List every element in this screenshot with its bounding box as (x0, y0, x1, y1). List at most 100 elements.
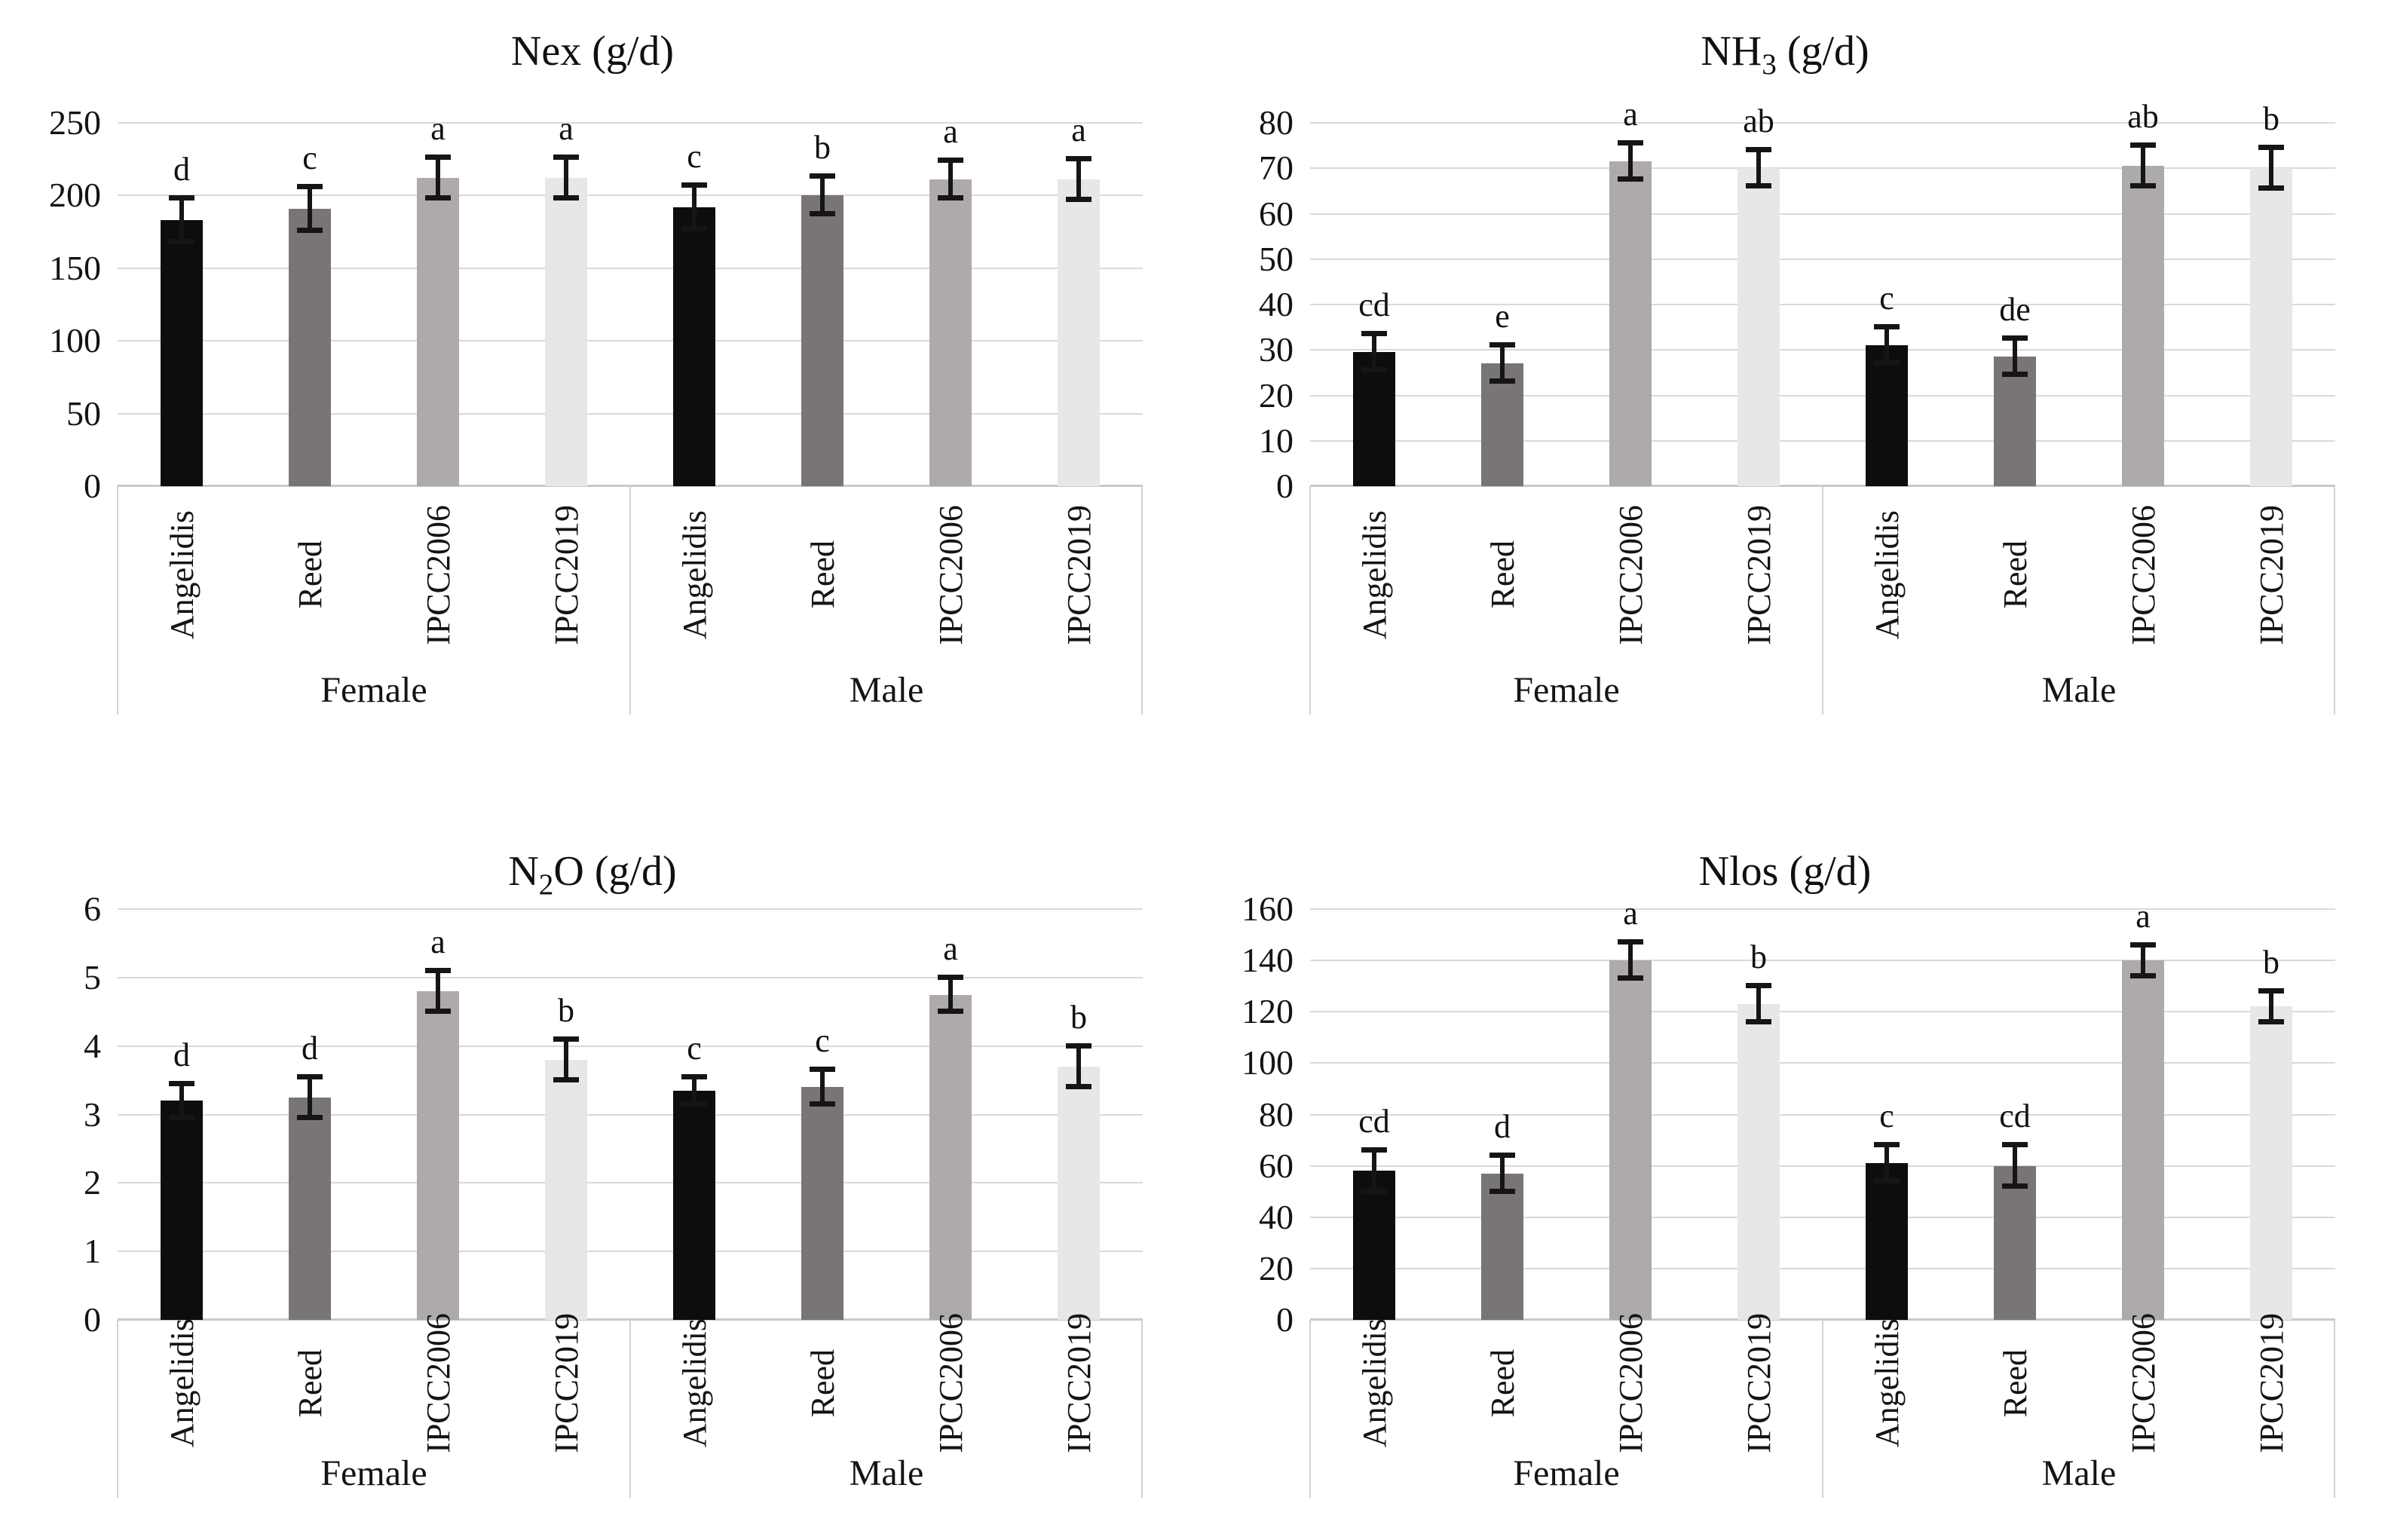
error-bar-cap-top (1618, 939, 1643, 945)
error-bar-cap-top (2258, 145, 2284, 151)
error-bar-cap-top (297, 183, 323, 189)
error-bar-cap-top (1746, 147, 1771, 153)
significance-letter: b (558, 991, 574, 1029)
category-label-ipcc2019: IPCC2019 (1060, 1313, 1098, 1453)
error-bar-cap-bottom (169, 239, 194, 245)
y-tick-label-60: 60 (1259, 1146, 1294, 1185)
significance-letter: cd (1358, 286, 1390, 324)
category-label-ipcc2006: IPCC2006 (419, 504, 457, 645)
category-label-slot: Angelidis (1310, 492, 1438, 657)
bar-male-angelidis (1865, 1163, 1909, 1320)
bar-male-angelidis (1865, 345, 1909, 486)
category-label-ipcc2019: IPCC2019 (2252, 504, 2290, 645)
group-label-male: Male (2041, 670, 2117, 710)
y-axis-tick-labels: 0 20 40 60 80 100 120 140 160 (1199, 889, 1310, 1339)
gridline-y-10 (1310, 439, 2335, 442)
y-tick-label-120: 120 (1241, 992, 1294, 1031)
error-bar-cap-bottom (169, 1115, 194, 1121)
plot-area: d c a a c b a a (118, 112, 1143, 487)
error-bar (948, 977, 953, 1012)
group-separator (1822, 1320, 1823, 1498)
error-bar (948, 161, 953, 199)
y-tick-label-20: 20 (1259, 375, 1294, 415)
bar-female-ipcc2006 (1609, 161, 1652, 486)
error-bar (436, 970, 440, 1012)
category-label-reed: Reed (291, 540, 329, 609)
gridline-y-50 (1310, 258, 2335, 260)
y-tick-label-250: 250 (49, 103, 101, 142)
significance-letter: ab (2127, 98, 2159, 136)
error-bar (1500, 1156, 1505, 1192)
category-label-slot: IPCC2006 (374, 492, 502, 657)
gridline-y-150 (118, 267, 1143, 269)
category-label-ipcc2006: IPCC2006 (2124, 504, 2162, 645)
y-axis-tick-labels: 0 1 2 3 4 5 6 (6, 889, 118, 1339)
category-label-slot: Angelidis (1823, 1318, 1951, 1447)
error-bar-cap-top (1361, 1147, 1387, 1153)
group-label-row: Female Male (1310, 668, 2335, 713)
group-separator (2334, 1320, 2335, 1498)
y-tick-label-150: 150 (49, 248, 101, 287)
gridline-y-80 (1310, 122, 2335, 124)
bar-female-reed (1480, 363, 1524, 486)
category-label-angelidis: Angelidis (1868, 510, 1906, 640)
chart-title-nh3: NH3 (g/d) (1199, 21, 2371, 81)
significance-letter: a (1623, 96, 1638, 133)
chart-panel-nex: Nex (g/d) 0 50 100 150 200 250 d c a a c b a a Angel… (0, 0, 1192, 770)
chart-title-nlos: Nlos (g/d) (1199, 841, 2371, 902)
error-bar-cap-top (810, 173, 835, 179)
gridline-y-3 (118, 1113, 1143, 1116)
error-bar (692, 185, 697, 229)
category-label-ipcc2006: IPCC2006 (419, 1313, 457, 1453)
group-label-male: Male (2041, 1453, 2117, 1493)
error-bar-cap-bottom (1874, 1178, 1900, 1184)
category-label-reed: Reed (804, 1349, 841, 1418)
group-label-female: Female (320, 670, 427, 710)
bar-male-reed (801, 1087, 844, 1320)
error-bar-cap-bottom (1361, 1188, 1387, 1194)
significance-letter: a (1623, 895, 1638, 932)
error-bar (1884, 1145, 1889, 1182)
category-label-ipcc2006: IPCC2006 (1612, 1313, 1649, 1453)
error-bar (308, 186, 312, 231)
error-bar (820, 176, 825, 215)
y-tick-label-40: 40 (1259, 1197, 1294, 1236)
bar-female-reed (288, 208, 332, 486)
bar-male-ipcc2019 (2249, 1006, 2293, 1320)
bar-female-ipcc2019 (544, 1059, 588, 1320)
gridline-y-60 (1310, 1165, 2335, 1167)
error-bar-cap-top (553, 155, 579, 161)
gridline-y-6 (118, 908, 1143, 910)
bar-female-ipcc2006 (416, 991, 460, 1320)
category-label-slot: Reed (1438, 492, 1566, 657)
group-separator (1309, 486, 1311, 715)
significance-letter: a (559, 110, 574, 148)
y-tick-label-4: 4 (84, 1026, 101, 1065)
category-label-slot: Reed (758, 1326, 886, 1440)
group-label-female: Female (1513, 1453, 1620, 1493)
category-label-ipcc2019: IPCC2019 (547, 504, 585, 645)
significance-letter: e (1495, 298, 1510, 335)
bar-male-ipcc2019 (1057, 179, 1101, 486)
error-bar (2269, 991, 2273, 1022)
chart-title-nex: Nex (g/d) (6, 21, 1179, 81)
y-tick-label-80: 80 (1259, 1095, 1294, 1134)
category-label-reed: Reed (291, 1349, 329, 1418)
category-label-slot: IPCC2006 (2079, 1313, 2207, 1453)
group-separator (1141, 1320, 1143, 1498)
group-separator (1141, 486, 1143, 715)
group-separator (1309, 1320, 1311, 1498)
error-bar (1756, 150, 1761, 187)
y-tick-label-30: 30 (1259, 330, 1294, 369)
gridline-y-40 (1310, 304, 2335, 305)
gridline-y-200 (118, 194, 1143, 197)
bar-female-ipcc2019 (1737, 168, 1780, 486)
chart-title-text: Nlos (g/d) (1698, 848, 1872, 895)
category-label-slot: IPCC2006 (2079, 492, 2207, 657)
significance-letter: a (943, 113, 958, 151)
bar-male-ipcc2006 (2121, 166, 2165, 486)
category-label-slot: IPCC2019 (2207, 1313, 2335, 1453)
y-tick-label-0: 0 (84, 467, 101, 505)
category-label-slot: Angelidis (630, 1318, 758, 1447)
